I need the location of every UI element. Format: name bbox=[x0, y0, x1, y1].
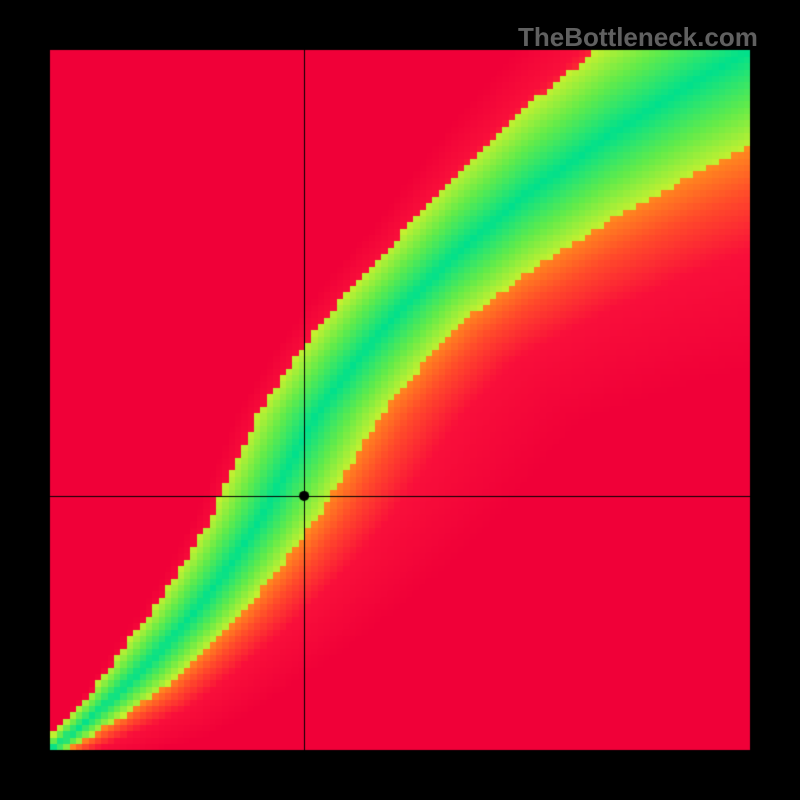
attribution-text: TheBottleneck.com bbox=[518, 22, 758, 53]
heatmap-canvas bbox=[0, 0, 800, 800]
chart-frame: TheBottleneck.com bbox=[0, 0, 800, 800]
